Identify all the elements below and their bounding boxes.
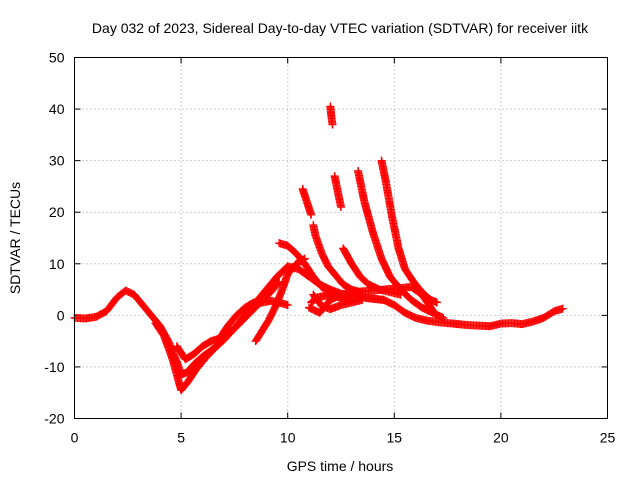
series-s3 (172, 296, 292, 364)
series-s4 (251, 254, 309, 346)
data-points (70, 102, 567, 395)
grid (74, 57, 608, 419)
y-tick-label: 0 (57, 307, 65, 323)
x-tick-label: 20 (493, 430, 509, 446)
y-tick-label: 40 (49, 101, 65, 117)
series-s8 (326, 102, 337, 129)
y-tick-label: -20 (44, 411, 64, 427)
plot-frame (74, 57, 608, 419)
data-point (307, 210, 316, 219)
y-axis-title: SDTVAR / TECUs (7, 182, 23, 294)
series-scattered (307, 290, 388, 307)
y-tick-label: 20 (49, 204, 65, 220)
x-tick-label: 5 (177, 430, 185, 446)
series-s13 (305, 282, 437, 317)
data-point (379, 295, 388, 304)
series-s9 (330, 172, 345, 212)
x-tick-label: 10 (280, 430, 296, 446)
x-axis-title: GPS time / hours (287, 458, 394, 474)
data-point (432, 298, 441, 307)
data-point (427, 304, 436, 313)
chart-title: Day 032 of 2023, Sidereal Day-to-day VTE… (92, 20, 589, 36)
axis-ticks: 0 5 10 15 20 25 -20 -10 0 10 20 30 40 50 (44, 50, 615, 446)
data-point (439, 313, 448, 322)
y-tick-label: -10 (44, 359, 64, 375)
y-tick-label: 30 (49, 153, 65, 169)
x-tick-label: 25 (600, 430, 616, 446)
x-tick-label: 0 (71, 430, 79, 446)
data-point (558, 304, 567, 313)
series-s6 (298, 185, 316, 219)
data-point (328, 120, 337, 129)
data-point (283, 301, 292, 310)
data-point (428, 306, 437, 315)
series-s12 (377, 156, 441, 307)
data-point (337, 203, 345, 212)
x-tick-label: 15 (387, 430, 403, 446)
y-tick-label: 50 (49, 50, 65, 66)
y-tick-label: 10 (49, 256, 65, 272)
